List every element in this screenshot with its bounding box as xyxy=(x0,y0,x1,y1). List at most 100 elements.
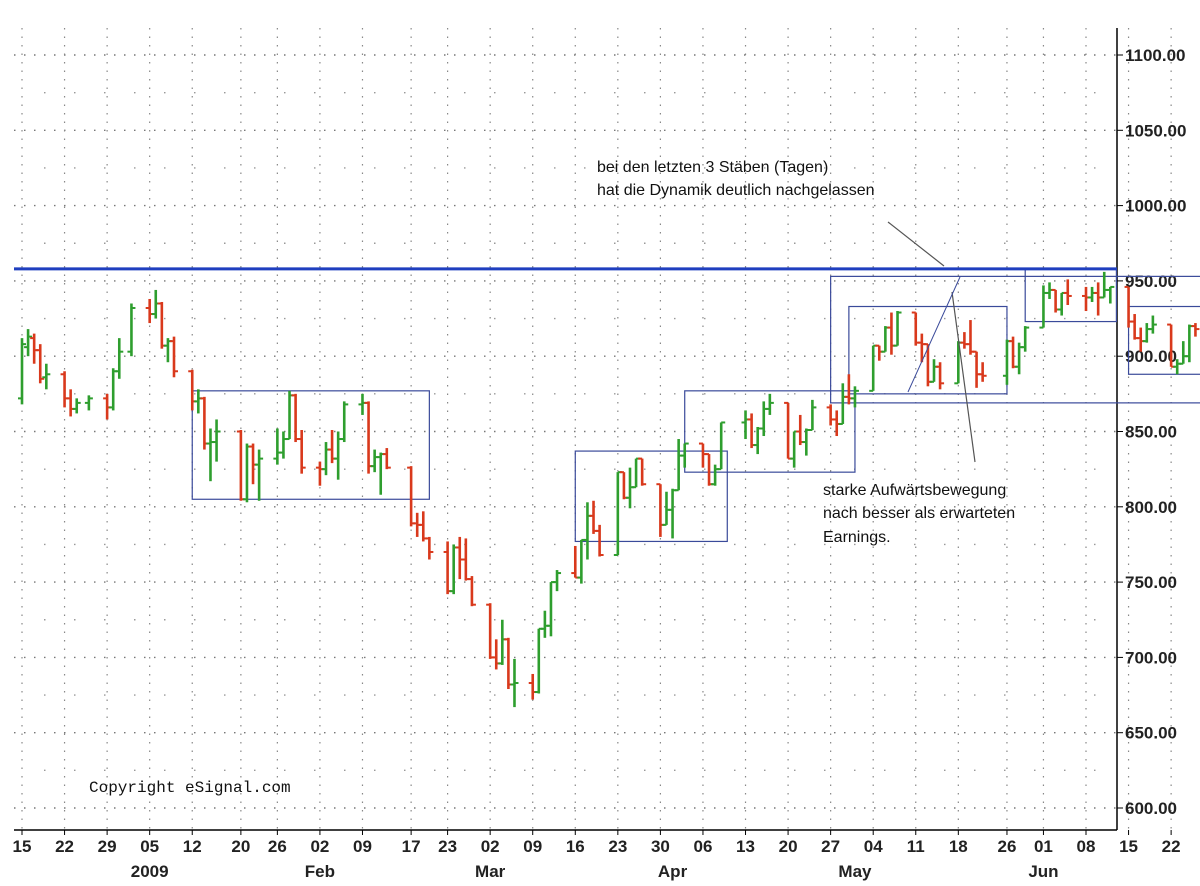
y-tick-label: 1000.00 xyxy=(1125,197,1186,216)
y-tick-label: 950.00 xyxy=(1125,272,1177,291)
ohlc-bar xyxy=(528,673,537,700)
consolidation-box xyxy=(1127,305,1200,375)
ohlc-bar xyxy=(60,371,69,408)
ohlc-bar xyxy=(425,536,434,560)
ohlc-bar xyxy=(455,536,464,580)
ohlc-bar xyxy=(966,320,975,355)
annotation-bottom-arrow xyxy=(951,291,976,463)
ohlc-bar xyxy=(1009,336,1018,369)
x-month-label: May xyxy=(838,862,872,881)
ohlc-bar xyxy=(911,311,920,346)
ohlc-bar xyxy=(297,429,306,474)
ohlc-bar xyxy=(577,538,586,584)
ohlc-bar xyxy=(1185,324,1194,363)
ohlc-bar xyxy=(1130,314,1139,340)
ohlc-bar xyxy=(273,428,282,465)
x-tick-label: 18 xyxy=(949,837,968,856)
ohlc-bar xyxy=(796,414,805,446)
ohlc-bar xyxy=(443,541,452,595)
annotation-top-line-2: hat die Dynamik deutlich nachgelassen xyxy=(597,182,875,199)
ohlc-bar xyxy=(1094,282,1103,316)
ohlc-bar xyxy=(364,401,373,474)
x-tick-labels: 15 22 29 05 12 20 26 02 09 17 23 02 09 16 23 30 06 13 20 27… xyxy=(13,830,1181,881)
ohlc-bar xyxy=(30,333,39,364)
ohlc-bar xyxy=(285,390,294,441)
ohlc-bar xyxy=(84,395,93,411)
ohlc-bar xyxy=(1021,326,1030,352)
ohlc-bar xyxy=(759,401,768,437)
x-month-label: Jun xyxy=(1028,862,1058,881)
ohlc-bar xyxy=(595,524,604,557)
ohlc-bar xyxy=(66,389,75,417)
consolidation-box xyxy=(191,390,430,500)
ohlc-bar xyxy=(711,464,720,486)
ohlc-bar xyxy=(875,344,884,361)
annotations: bei den letzten 3 Stäben (Tagen) hat die… xyxy=(597,159,1015,546)
ohlc-bar xyxy=(1142,323,1151,343)
ohlc-bar xyxy=(1100,271,1109,299)
x-tick-label: 11 xyxy=(907,837,925,856)
annotation-bottom-line-3: Earnings. xyxy=(823,529,891,546)
annotation-trend-line xyxy=(907,276,961,393)
ohlc-bar xyxy=(358,393,367,415)
x-tick-label: 02 xyxy=(481,837,500,856)
x-tick-label: 12 xyxy=(183,837,202,856)
ohlc-bar xyxy=(972,350,981,388)
ohlc-bar xyxy=(638,457,647,486)
x-tick-label: 23 xyxy=(608,837,627,856)
ohlc-bar xyxy=(632,457,641,489)
ohlc-bar xyxy=(1106,285,1115,304)
x-tick-label: 04 xyxy=(864,837,883,856)
consolidation-box xyxy=(684,390,856,473)
ohlc-bar xyxy=(881,326,890,353)
ohlc-bar xyxy=(656,483,665,537)
y-tick-label: 750.00 xyxy=(1125,573,1177,592)
x-tick-label: 20 xyxy=(231,837,250,856)
ohlc-bar xyxy=(680,442,689,468)
x-tick-label: 15 xyxy=(13,837,32,856)
ohlc-bar xyxy=(887,312,896,355)
ohlc-bar xyxy=(589,500,598,534)
x-tick-label: 22 xyxy=(55,837,74,856)
x-month-label: Apr xyxy=(658,862,688,881)
x-tick-label: 02 xyxy=(310,837,329,856)
y-tick-label: 1050.00 xyxy=(1125,121,1186,140)
x-month-label: Mar xyxy=(475,862,506,881)
x-tick-label: 20 xyxy=(779,837,798,856)
ohlc-bar xyxy=(571,545,580,579)
x-tick-label: 15 xyxy=(1119,837,1138,856)
y-tick-label: 600.00 xyxy=(1125,799,1177,818)
ohlc-bar xyxy=(1057,291,1066,316)
ohlc-bar xyxy=(960,332,969,349)
ohlc-bar xyxy=(236,429,245,501)
x-tick-label: 26 xyxy=(997,837,1016,856)
ohlc-bar xyxy=(674,439,683,492)
ohlc-bar xyxy=(206,428,215,482)
ohlc-bar xyxy=(1088,286,1097,302)
y-tick-label: 900.00 xyxy=(1125,347,1177,366)
ohlc-bar xyxy=(382,448,391,470)
ohlc-bar xyxy=(850,386,859,408)
ohlc-bar xyxy=(115,338,124,379)
y-tick-label: 1100.00 xyxy=(1125,46,1186,65)
consolidation-box xyxy=(574,450,728,543)
consolidation-box xyxy=(830,275,1200,404)
axes xyxy=(14,28,1118,831)
ohlc-bar xyxy=(619,471,628,500)
ohlc-bar xyxy=(583,502,592,560)
x-tick-label: 06 xyxy=(693,837,712,856)
ohlc-bar xyxy=(917,333,926,363)
ohlc-bar xyxy=(1179,341,1188,365)
ohlc-bar xyxy=(200,396,209,450)
x-tick-label: 08 xyxy=(1077,837,1096,856)
ohlc-bar xyxy=(930,359,938,383)
x-tick-label: 23 xyxy=(438,837,457,856)
x-tick-label: 16 xyxy=(566,837,585,856)
ohlc-bar xyxy=(1082,286,1090,312)
ohlc-bar xyxy=(72,398,81,414)
x-tick-label: 30 xyxy=(651,837,670,856)
x-month-label: 2009 xyxy=(131,862,169,881)
annotation-top-line-1: bei den letzten 3 Stäben (Tagen) xyxy=(597,159,828,176)
annotation-bottom-line-1: starke Aufwärtsbewegung xyxy=(823,482,1006,499)
ohlc-bar xyxy=(376,452,385,495)
